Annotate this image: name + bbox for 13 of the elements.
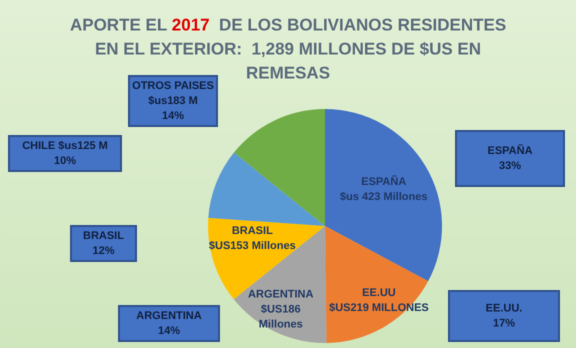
slice-label: EE.UU — [362, 287, 396, 300]
text: EE.UU. 17% — [486, 302, 522, 330]
slice-label: BRASIL — [232, 224, 274, 237]
data-label: $us 423 Millones — [340, 190, 428, 203]
text: ARGENTINA 14% — [136, 310, 202, 337]
text: ESPAÑA 33% — [487, 144, 533, 172]
text: OTROS PAISES $us183 M 14% — [132, 80, 214, 122]
slice-label: ARGENTINA — [248, 288, 314, 301]
text: BRASIL 12% — [83, 230, 124, 257]
chart-title: APORTE EL 2017 DE LOS BOLIVIANOS RESIDENTES EN EL EXTERIOR: 1,289 MILLONES DE $US EN REMESAS — [70, 16, 506, 82]
data-label: $US186 Millones — [258, 304, 303, 331]
text: CHILE $us125 M 10% — [22, 140, 108, 167]
slice-label: ESPAÑA — [361, 174, 406, 188]
